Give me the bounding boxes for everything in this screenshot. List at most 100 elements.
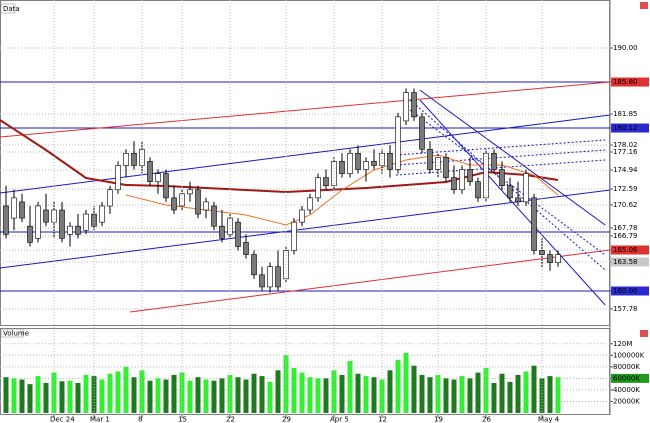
candle-body [115, 165, 121, 191]
candle-body [235, 221, 241, 247]
candle-body [67, 225, 73, 235]
x-tick-label: 29 [282, 416, 291, 423]
candle-body [259, 274, 265, 288]
x-tick-label: Dec 24 [50, 416, 75, 423]
candle-body [531, 197, 537, 251]
candle-body [59, 209, 65, 239]
y-tick-label: 170.62 [613, 201, 638, 209]
trend-line [419, 99, 606, 306]
volume-bar [467, 378, 473, 413]
volume-bar [507, 381, 513, 413]
volume-bar [171, 374, 177, 413]
volume-bar [35, 376, 41, 413]
volume-bar [411, 365, 417, 413]
y-tick-label-box [611, 77, 649, 87]
volume-bar [451, 379, 457, 413]
volume-bar [147, 380, 153, 413]
y-tick-label: 174.94 [613, 166, 638, 174]
candle-body [211, 205, 217, 227]
candle-body [27, 225, 33, 243]
candle-body [507, 185, 513, 199]
y-tick-label: 166.79 [613, 232, 638, 240]
volume-bar [59, 381, 65, 413]
candle-body [147, 161, 153, 182]
candle-body [187, 189, 193, 195]
y-tick-label: 177.16 [613, 148, 638, 156]
volume-bar [123, 366, 129, 413]
y-tick-label: 157.78 [613, 305, 638, 313]
y-tick-label: 160.00 [613, 287, 638, 295]
trend-line [129, 249, 610, 313]
volume-bar [107, 373, 113, 413]
y-tick-label-box [611, 257, 649, 267]
candle-body [339, 161, 345, 174]
candle-body [491, 153, 497, 170]
volume-bar [523, 371, 529, 413]
volume-bar [115, 371, 121, 413]
volume-bar [539, 378, 545, 413]
volume-bar [259, 376, 265, 413]
y-tick-label: 163.58 [613, 258, 638, 266]
x-tick-label: Mar 1 [90, 416, 110, 423]
volume-bar [67, 380, 73, 413]
volume-bar [139, 370, 145, 413]
volume-bar [211, 380, 217, 413]
candle-body [323, 177, 329, 187]
candle-body [347, 153, 353, 174]
volume-bar [347, 361, 353, 413]
y-tick-label: 20000K [613, 397, 640, 405]
volume-bar [131, 377, 137, 413]
y-tick-label: 172.59 [613, 185, 638, 193]
candle-body [243, 242, 249, 255]
x-tick-label: May 4 [538, 416, 560, 423]
candle-body [163, 173, 169, 199]
volume-bar [27, 384, 33, 413]
candle-body [315, 177, 321, 199]
x-tick-label: 22 [226, 416, 235, 423]
volume-bar [363, 376, 369, 413]
y-tick-label: 190.00 [613, 44, 638, 52]
y-tick-label: 178.02 [613, 141, 638, 149]
candle-body [355, 153, 361, 170]
volume-bar [11, 378, 17, 413]
volume-bar [91, 376, 97, 413]
y-tick-label: 120M [613, 340, 632, 348]
candle-body [11, 197, 17, 219]
candle-body [19, 201, 25, 219]
candle-body [91, 213, 97, 227]
candle-body [251, 254, 257, 276]
volume-bar [155, 378, 161, 413]
y-tick-label: 165.06 [613, 246, 638, 254]
volume-bar [179, 372, 185, 413]
candle-body [459, 169, 465, 191]
candle-body [395, 116, 401, 170]
volume-bar [459, 376, 465, 413]
volume-bar [299, 372, 305, 413]
volume-bar [427, 377, 433, 413]
volume-bar [531, 365, 537, 413]
candle-body [419, 116, 425, 150]
candle-body [195, 189, 201, 215]
volume-bar [323, 378, 329, 413]
volume-bar [19, 379, 25, 413]
volume-bar [187, 380, 193, 413]
panel-close-button[interactable] [640, 2, 648, 9]
y-tick-label-box [611, 373, 649, 383]
volume-bar [307, 377, 313, 413]
y-tick-label: 181.85 [613, 110, 638, 118]
volume-bar [499, 373, 505, 413]
candle-body [499, 169, 505, 187]
candle-body [435, 157, 441, 170]
volume-bar [219, 378, 225, 413]
candle-body [43, 209, 49, 223]
x-tick-label: 12 [378, 416, 387, 423]
candle-body [363, 161, 369, 170]
price-panel-title: Data [3, 5, 20, 13]
y-tick-label: 60000K [613, 374, 640, 382]
candle-body [515, 197, 521, 203]
volume-bar [3, 377, 9, 413]
volume-bar [235, 377, 241, 413]
trend-line [0, 81, 610, 138]
panel-close-button[interactable] [640, 330, 648, 337]
candle-body [403, 92, 409, 122]
